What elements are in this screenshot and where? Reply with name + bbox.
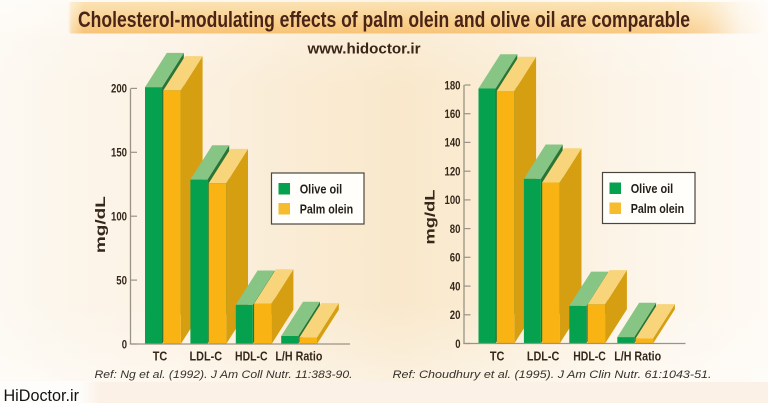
svg-text:www.hidoctor.ir: www.hidoctor.ir: [306, 41, 420, 58]
svg-text:200: 200: [111, 82, 127, 96]
svg-text:50: 50: [116, 273, 127, 287]
svg-text:L/H Ratio: L/H Ratio: [614, 348, 661, 363]
svg-text:mg/dL: mg/dL: [422, 189, 438, 245]
svg-text:0: 0: [455, 337, 461, 351]
svg-text:LDL-C: LDL-C: [527, 348, 560, 363]
svg-text:160: 160: [445, 107, 461, 121]
svg-text:Olive oil: Olive oil: [631, 181, 674, 196]
svg-text:mg/dL: mg/dL: [92, 196, 108, 254]
svg-text:HDL-C: HDL-C: [573, 348, 606, 363]
svg-text:HDL-C: HDL-C: [235, 348, 268, 363]
svg-text:HiDoctor.ir: HiDoctor.ir: [4, 386, 80, 403]
svg-text:0: 0: [122, 337, 128, 351]
svg-text:Cholesterol-modulating effects: Cholesterol-modulating effects of palm o…: [78, 7, 690, 32]
svg-text:TC: TC: [153, 348, 168, 363]
svg-text:Palm olein: Palm olein: [300, 201, 354, 216]
svg-text:150: 150: [111, 146, 127, 160]
svg-text:40: 40: [450, 279, 461, 293]
svg-text:80: 80: [450, 222, 461, 236]
svg-text:Ref: Choudhury et al. (1995).: Ref: Choudhury et al. (1995). J Am Clin …: [393, 369, 712, 381]
svg-text:Ref: Ng et al. (1992). J Am Co: Ref: Ng et al. (1992). J Am Coll Nutr. 1…: [95, 369, 353, 381]
svg-text:20: 20: [450, 308, 461, 322]
svg-text:180: 180: [445, 78, 461, 92]
svg-text:120: 120: [445, 165, 461, 179]
svg-text:Olive oil: Olive oil: [300, 181, 343, 196]
svg-text:100: 100: [111, 210, 127, 224]
svg-text:140: 140: [445, 136, 461, 150]
svg-text:L/H Ratio: L/H Ratio: [275, 348, 322, 363]
svg-text:100: 100: [445, 193, 461, 207]
svg-text:60: 60: [450, 251, 461, 265]
svg-text:LDL-C: LDL-C: [190, 348, 223, 363]
svg-text:TC: TC: [490, 348, 505, 363]
svg-text:Palm olein: Palm olein: [631, 201, 685, 216]
